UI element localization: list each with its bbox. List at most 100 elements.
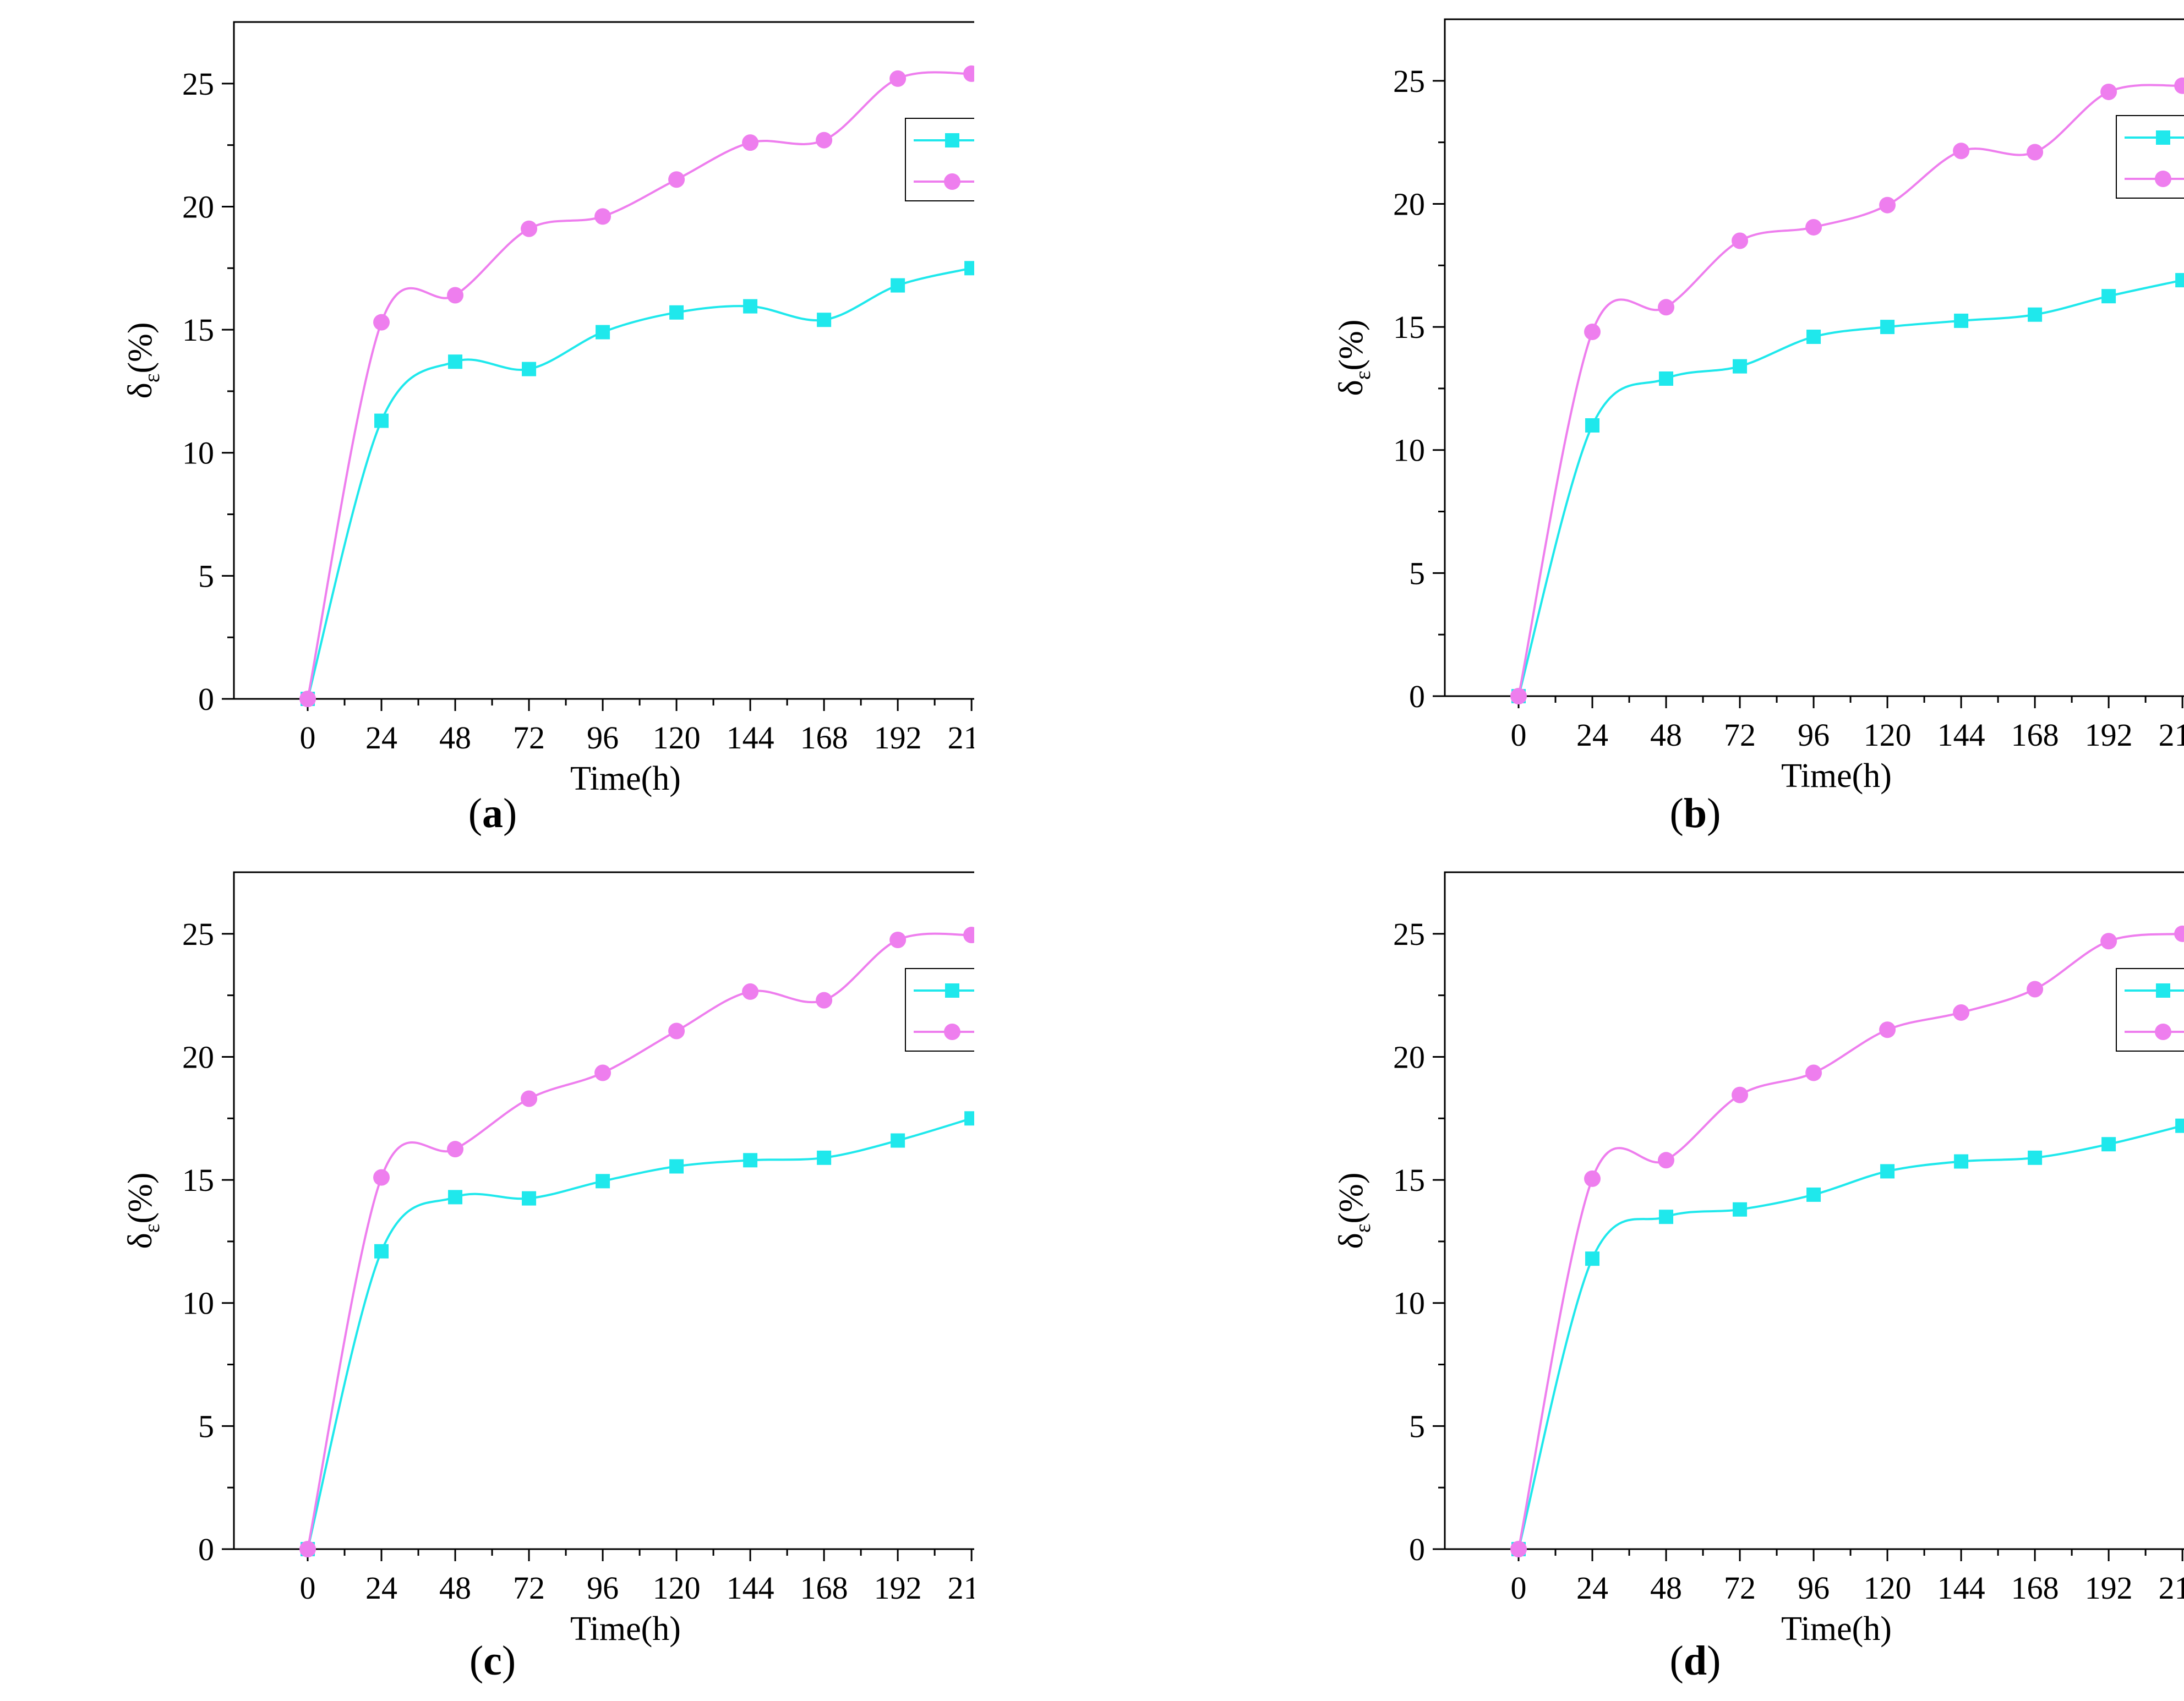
- legend-marker-app: [2155, 1024, 2171, 1040]
- data-point-ipp: [448, 354, 463, 369]
- y-tick-label: 10: [1393, 1286, 1425, 1321]
- x-tick-label: 144: [727, 1570, 774, 1606]
- data-point-app: [1732, 1086, 1749, 1103]
- y-tick-label: 25: [1393, 63, 1425, 99]
- data-point-ipp: [596, 325, 610, 340]
- series-line-app: [1517, 932, 2183, 1550]
- x-tick-label: 72: [513, 720, 545, 756]
- data-point-ipp: [2028, 1150, 2043, 1165]
- data-point-ipp: [1585, 418, 1600, 433]
- data-point-app: [1805, 218, 1822, 236]
- data-point-app: [2027, 981, 2044, 998]
- y-tick-label: 5: [198, 558, 214, 594]
- x-tick-label: 48: [439, 720, 471, 756]
- legend-box: [2116, 115, 2184, 199]
- legend-marker-ipp: [2156, 983, 2170, 998]
- data-point-app: [521, 220, 538, 237]
- data-point-ipp: [1806, 1187, 1821, 1202]
- series-line-app: [307, 932, 972, 1550]
- legend: iPPaPP: [2116, 968, 2184, 1052]
- y-axis-label: δε(%): [122, 1173, 164, 1249]
- data-point-app: [668, 1022, 685, 1040]
- data-point-ipp: [374, 413, 389, 428]
- legend-marker-app: [944, 173, 960, 190]
- legend-marker-ipp: [2156, 130, 2170, 145]
- y-tick-label: 20: [1393, 186, 1425, 222]
- x-tick-label: 192: [874, 1570, 922, 1606]
- x-tick-label: 24: [365, 1570, 397, 1606]
- chart-svg-d: 0 24 48 72 96 120 144 168 192 216 0 5 10 15 20 25 Time(h…: [1333, 871, 2184, 1648]
- x-tick-label: 120: [1864, 717, 1912, 753]
- data-point-ipp: [2175, 1118, 2184, 1133]
- data-point-app: [594, 1064, 611, 1081]
- y-tick-label: 0: [198, 681, 214, 717]
- y-tick-label: 5: [1409, 1408, 1425, 1444]
- x-tick-label: 144: [1937, 1570, 1985, 1606]
- y-tick-label: 10: [182, 1286, 214, 1321]
- data-point-ipp: [669, 305, 684, 320]
- y-tick-label: 15: [182, 312, 214, 348]
- data-point-app: [447, 1141, 464, 1158]
- data-point-ipp: [1954, 1154, 1969, 1169]
- y-tick-label: 25: [182, 66, 214, 102]
- data-point-ipp: [1880, 1164, 1895, 1179]
- y-tick-label: 25: [1393, 916, 1425, 952]
- x-tick-label: 96: [1798, 717, 1830, 753]
- data-point-app: [1953, 143, 1970, 160]
- data-point-ipp: [374, 1244, 389, 1259]
- y-axis-label: δε(%): [1333, 320, 1375, 396]
- data-point-app: [594, 208, 611, 225]
- plot-frame: [233, 871, 1077, 1550]
- chart-svg-a: 0 24 48 72 96 120 144 168 192 216 0 5 10 15 20 25 Time(h…: [122, 21, 1077, 797]
- chart-svg-c: 0 24 48 72 96 120 144 168 192 216 0 5 10 15 20 25 Time(h…: [122, 871, 1077, 1648]
- x-tick-label: 192: [874, 720, 922, 756]
- data-point-app: [373, 1169, 390, 1186]
- x-axis-label: Time(h): [1781, 757, 1892, 795]
- y-tick-label: 10: [1393, 433, 1425, 468]
- chart-panel-c: 0 24 48 72 96 120 144 168 192 216 0 5 10 15 20 25 Time(h…: [116, 867, 1077, 1651]
- x-tick-label: 48: [1650, 1570, 1682, 1606]
- legend: iPPaPP: [2116, 115, 2184, 199]
- series-line-app: [307, 71, 972, 699]
- data-point-app: [447, 287, 464, 304]
- data-point-app: [1658, 1152, 1675, 1169]
- legend-box: [2116, 968, 2184, 1052]
- y-axis-label: δε(%): [122, 322, 164, 399]
- data-point-ipp: [743, 299, 758, 314]
- legend-marker-ipp: [945, 983, 959, 998]
- x-tick-label: 216: [2159, 717, 2184, 753]
- legend-box: [905, 968, 1057, 1052]
- data-point-app: [742, 134, 759, 151]
- x-tick-label: 144: [727, 720, 774, 756]
- x-tick-label: 216: [948, 720, 974, 756]
- y-tick-label: 20: [1393, 1039, 1425, 1075]
- legend-marker-app: [944, 1024, 960, 1040]
- y-tick-label: 5: [198, 1408, 214, 1444]
- x-tick-label: 216: [2159, 1570, 2184, 1606]
- data-point-ipp: [1659, 371, 1674, 386]
- x-tick-label: 72: [513, 1570, 545, 1606]
- x-tick-label: 72: [1724, 1570, 1756, 1606]
- y-axis-label: δε(%): [1333, 1173, 1375, 1249]
- panel-caption-d: (d): [1669, 1638, 1721, 1684]
- data-point-ipp: [1880, 320, 1895, 335]
- data-point-ipp: [1806, 329, 1821, 344]
- series-line-ipp: [307, 1117, 972, 1550]
- data-point-ipp: [964, 261, 979, 276]
- chart-panel-d: 0 24 48 72 96 120 144 168 192 216 0 5 10 15 20 25 Time(h…: [1326, 867, 2184, 1651]
- series-line-ipp: [1517, 1124, 2183, 1550]
- plot-frame: [1444, 871, 2184, 1550]
- data-point-ipp: [1733, 359, 1748, 374]
- data-point-ipp: [817, 1150, 832, 1165]
- x-tick-label: 0: [300, 1570, 316, 1606]
- series-line-ipp: [307, 267, 972, 699]
- data-point-ipp: [817, 313, 832, 327]
- y-tick-label: 10: [182, 435, 214, 471]
- data-point-app: [2174, 77, 2184, 94]
- x-tick-label: 24: [1576, 717, 1608, 753]
- x-tick-label: 96: [1798, 1570, 1830, 1606]
- data-point-app: [2100, 83, 2117, 100]
- y-tick-label: 25: [182, 916, 214, 952]
- data-point-ipp: [2175, 273, 2184, 288]
- data-point-ipp: [1954, 313, 1969, 328]
